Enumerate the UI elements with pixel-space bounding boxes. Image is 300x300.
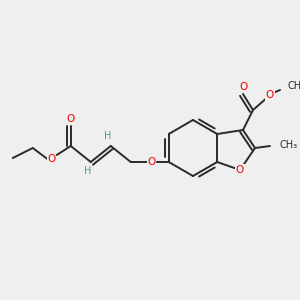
Text: O: O [48, 154, 56, 164]
Text: O: O [67, 114, 75, 124]
Text: H: H [84, 166, 92, 176]
Text: O: O [266, 90, 274, 100]
Text: O: O [239, 82, 247, 92]
Text: CH₃: CH₃ [279, 140, 297, 150]
Text: O: O [236, 165, 244, 175]
Text: H: H [104, 131, 111, 141]
Text: CH₃: CH₃ [288, 81, 300, 91]
Text: O: O [148, 157, 156, 167]
